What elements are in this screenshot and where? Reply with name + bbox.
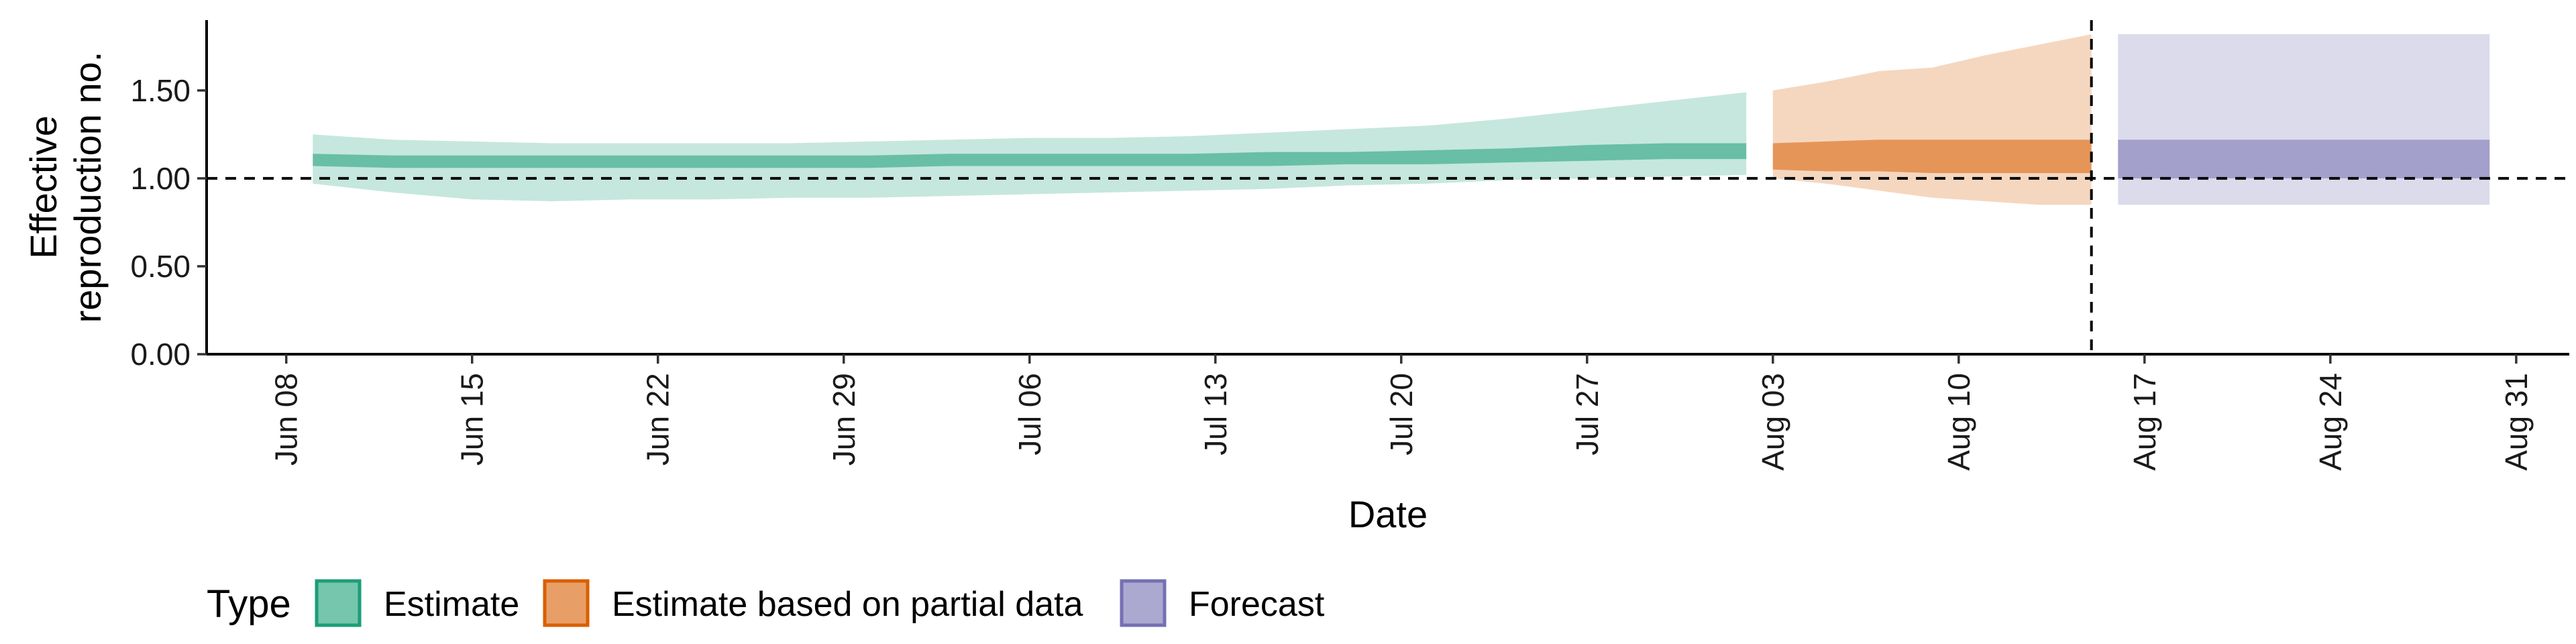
- x-tick-label: Jun 29: [826, 373, 861, 466]
- x-tick-label: Aug 10: [1941, 373, 1976, 471]
- x-tick-label: Aug 03: [1756, 373, 1790, 471]
- x-tick-label: Aug 17: [2127, 373, 2162, 471]
- x-tick-label: Aug 31: [2499, 373, 2534, 471]
- legend-title: Type: [207, 582, 291, 626]
- band-layer: [313, 34, 2490, 205]
- y-tick-label: 1.00: [130, 161, 191, 196]
- y-axis-title-line: reproduction no.: [66, 52, 109, 323]
- x-tick-label: Jun 15: [455, 373, 490, 466]
- x-tick-label: Jul 06: [1012, 373, 1047, 455]
- legend-key-estimate: [315, 579, 362, 627]
- axes-layer: 0.00 0.50 1.00 1.50 Jun 08 Jun 15 Jun 22 Jun 29…: [22, 20, 2569, 535]
- x-tick-label: Aug 24: [2313, 373, 2348, 471]
- series-estimate-inner-band: [313, 143, 1747, 168]
- series-forecast-inner-band: [2118, 140, 2490, 178]
- series-estimate-based-on-partial-data-outer-band: [1772, 34, 2092, 205]
- y-tick-label: 1.50: [130, 73, 191, 108]
- x-axis-title: Date: [1348, 493, 1428, 535]
- legend-key-forecast: [1120, 579, 1167, 627]
- legend-key-estimate-based-on-partial-data: [543, 579, 590, 627]
- y-axis-title: Effectivereproduction no.: [22, 52, 109, 323]
- y-tick-label: 0.50: [130, 249, 191, 284]
- series-estimate-outer-band: [313, 92, 1747, 201]
- x-tick-label: Jun 22: [641, 373, 676, 466]
- legend-label-estimate: Estimate: [384, 585, 519, 624]
- legend: Type Estimate Estimate based on partial da…: [207, 579, 1325, 627]
- x-tick-label: Jun 08: [269, 373, 304, 466]
- x-tick-label: Jul 13: [1198, 373, 1233, 455]
- legend-label-estimate-based-on-partial-data: Estimate based on partial data: [612, 585, 1083, 624]
- x-tick-label: Jul 20: [1384, 373, 1419, 455]
- x-tick-label: Jul 27: [1570, 373, 1605, 455]
- y-axis-title-line: Effective: [22, 115, 64, 259]
- y-tick-label: 0.00: [130, 337, 191, 372]
- series-forecast-outer-band: [2118, 34, 2490, 205]
- legend-label-forecast: Forecast: [1189, 585, 1325, 624]
- series-estimate-based-on-partial-data-inner-band: [1772, 140, 2092, 173]
